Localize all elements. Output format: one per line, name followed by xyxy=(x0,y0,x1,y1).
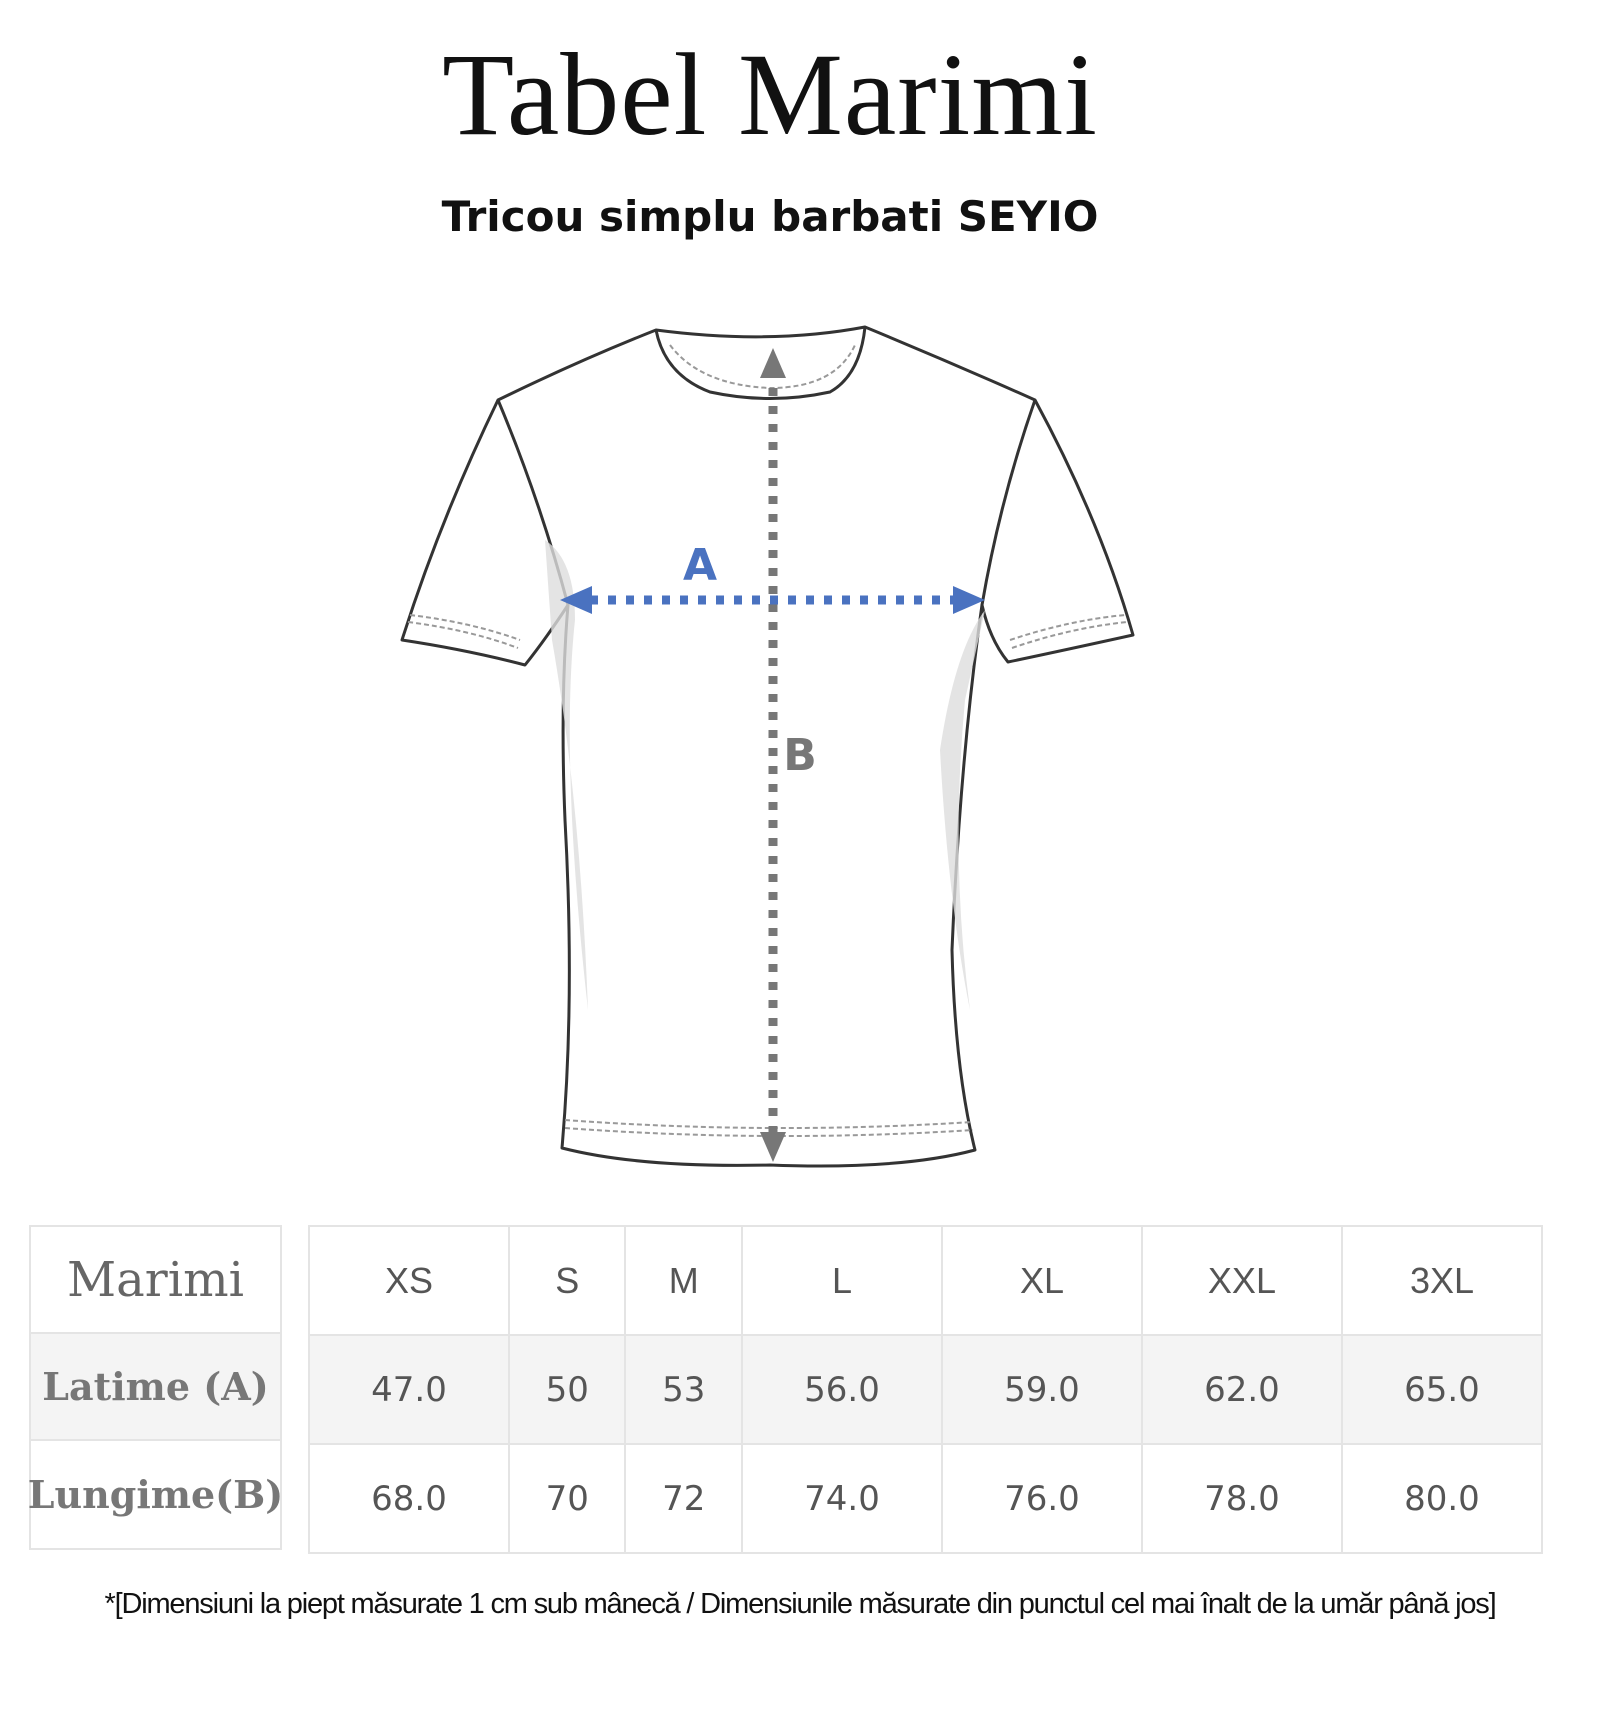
size-cell: S xyxy=(507,1225,627,1336)
size-cell: XXL xyxy=(1140,1225,1343,1336)
tshirt-diagram: A B xyxy=(400,325,1135,1168)
width-cell: 53 xyxy=(624,1334,743,1445)
table-row-sizes: XS S M L XL XXL 3XL xyxy=(308,1225,1544,1336)
length-cell: 78.0 xyxy=(1140,1443,1343,1554)
size-cell: 3XL xyxy=(1340,1225,1544,1336)
width-cell: 50 xyxy=(507,1334,627,1445)
page-subtitle: Tricou simplu barbati SEYIO xyxy=(441,192,1099,241)
size-cell: XS xyxy=(308,1225,510,1336)
length-cell: 74.0 xyxy=(740,1443,943,1554)
width-cell: 47.0 xyxy=(308,1334,510,1445)
arrow-right-icon xyxy=(953,586,985,614)
label-a: A xyxy=(683,540,717,591)
size-table: XS S M L XL XXL 3XL 47.0 50 53 56.0 59.0… xyxy=(308,1225,1544,1554)
arrow-left-icon xyxy=(560,586,592,614)
row-label-sizes: Marimi xyxy=(31,1227,280,1334)
width-cell: 59.0 xyxy=(940,1334,1143,1445)
page-title: Tabel Marimi xyxy=(442,29,1098,160)
row-label-length: Lungime(B) xyxy=(27,1472,284,1517)
size-cell: XL xyxy=(940,1225,1143,1336)
size-cell: L xyxy=(740,1225,943,1336)
width-cell: 65.0 xyxy=(1340,1334,1544,1445)
length-cell: 76.0 xyxy=(940,1443,1143,1554)
label-b: B xyxy=(783,730,817,781)
footnote: *[Dimensiuni la piept măsurate 1 cm sub … xyxy=(104,1588,1497,1620)
row-label-width: Latime (A) xyxy=(31,1334,280,1441)
arrow-up-icon xyxy=(760,348,786,378)
size-cell: M xyxy=(624,1225,743,1336)
shirt-outline xyxy=(400,325,1135,1168)
table-row-width: 47.0 50 53 56.0 59.0 62.0 65.0 xyxy=(308,1334,1544,1445)
length-cell: 68.0 xyxy=(308,1443,510,1554)
length-cell: 80.0 xyxy=(1340,1443,1544,1554)
table-row-length: 68.0 70 72 74.0 76.0 78.0 80.0 xyxy=(308,1443,1544,1554)
length-cell: 70 xyxy=(507,1443,627,1554)
width-cell: 62.0 xyxy=(1140,1334,1343,1445)
row-labels: Marimi Latime (A) Lungime(B) xyxy=(27,1225,284,1550)
length-cell: 72 xyxy=(624,1443,743,1554)
arrow-down-icon xyxy=(760,1132,786,1162)
width-cell: 56.0 xyxy=(740,1334,943,1445)
